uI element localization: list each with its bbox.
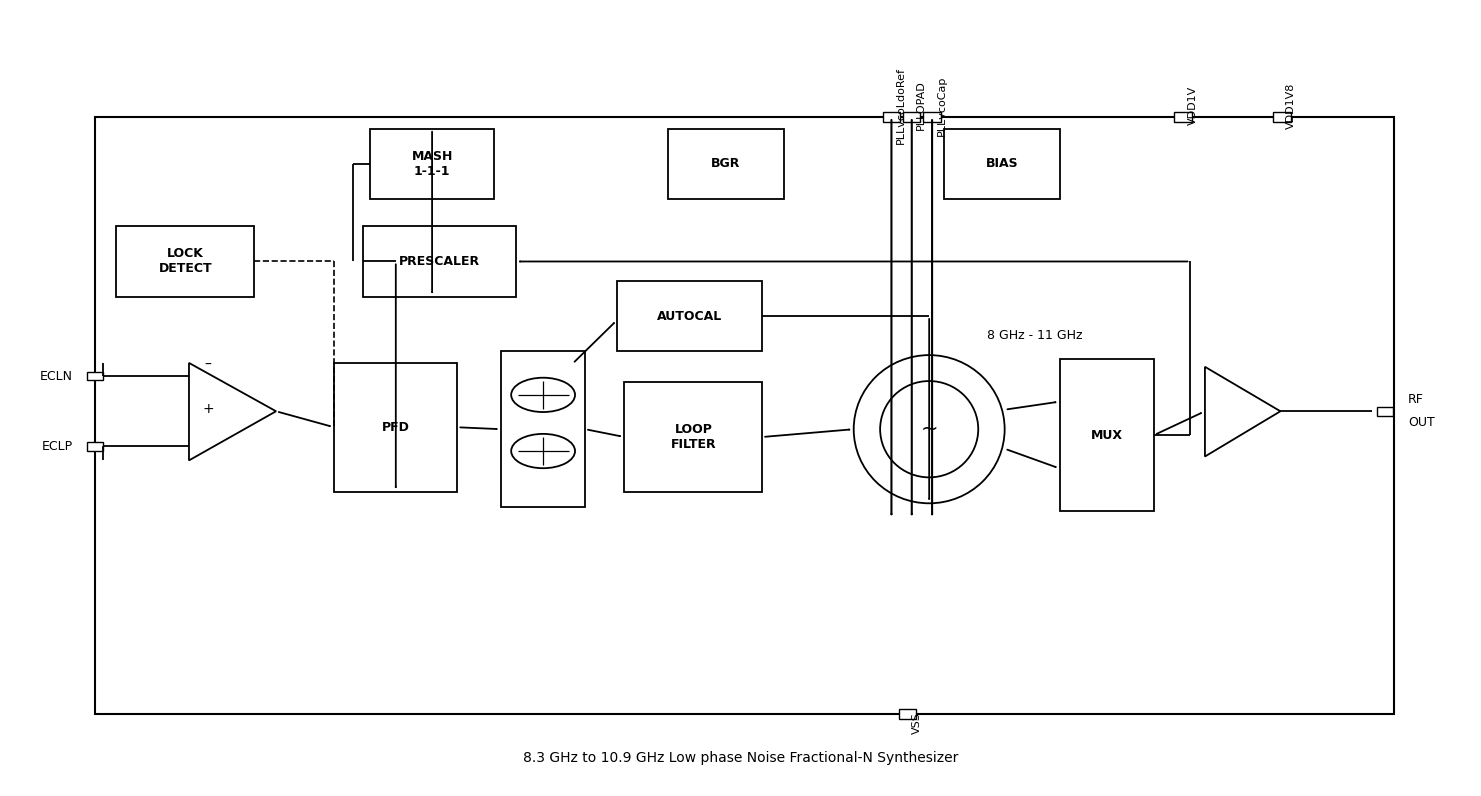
Text: OUT: OUT bbox=[1408, 416, 1435, 430]
Text: PRESCALER: PRESCALER bbox=[398, 255, 480, 268]
Text: ECLN: ECLN bbox=[40, 369, 73, 383]
Text: VDD1V8: VDD1V8 bbox=[1286, 82, 1296, 129]
Bar bbox=[87, 442, 102, 451]
Bar bbox=[923, 112, 940, 122]
Bar bbox=[899, 709, 917, 719]
Bar bbox=[87, 372, 102, 380]
Text: BGR: BGR bbox=[711, 158, 740, 170]
Bar bbox=[1060, 359, 1154, 511]
Text: BIAS: BIAS bbox=[985, 158, 1017, 170]
Bar bbox=[668, 129, 783, 199]
Text: PFD: PFD bbox=[382, 421, 410, 434]
Bar bbox=[117, 226, 255, 297]
Bar bbox=[1174, 112, 1192, 122]
Bar bbox=[95, 117, 1394, 714]
Bar bbox=[625, 382, 763, 492]
Bar bbox=[883, 112, 900, 122]
Bar bbox=[943, 129, 1060, 199]
Text: LOCK
DETECT: LOCK DETECT bbox=[158, 248, 212, 275]
Bar bbox=[1274, 112, 1290, 122]
Text: MUX: MUX bbox=[1091, 428, 1123, 442]
Text: LOOP
FILTER: LOOP FILTER bbox=[671, 423, 717, 451]
Text: VSS: VSS bbox=[912, 712, 921, 734]
Bar bbox=[903, 112, 921, 122]
Bar bbox=[370, 129, 493, 199]
Bar bbox=[501, 351, 585, 507]
Text: RF: RF bbox=[1408, 393, 1425, 406]
Bar bbox=[618, 281, 763, 351]
Bar bbox=[335, 363, 458, 492]
Text: ~: ~ bbox=[920, 419, 937, 439]
Text: 8.3 GHz to 10.9 GHz Low phase Noise Fractional-N Synthesizer: 8.3 GHz to 10.9 GHz Low phase Noise Frac… bbox=[523, 751, 958, 766]
Bar bbox=[1377, 407, 1394, 416]
Text: 8 GHz - 11 GHz: 8 GHz - 11 GHz bbox=[988, 329, 1083, 342]
Text: PLLvcoLdoRef: PLLvcoLdoRef bbox=[896, 67, 906, 144]
Text: –: – bbox=[204, 358, 212, 373]
Text: +: + bbox=[201, 402, 213, 416]
Text: PLLOPAD: PLLOPAD bbox=[917, 80, 926, 131]
Text: PLLvcoCap: PLLvcoCap bbox=[936, 76, 946, 135]
Text: AUTOCAL: AUTOCAL bbox=[658, 310, 723, 322]
Text: VDD1V: VDD1V bbox=[1188, 86, 1198, 125]
Bar bbox=[363, 226, 515, 297]
Text: MASH
1-1-1: MASH 1-1-1 bbox=[412, 150, 453, 178]
Text: ECLP: ECLP bbox=[41, 440, 73, 453]
